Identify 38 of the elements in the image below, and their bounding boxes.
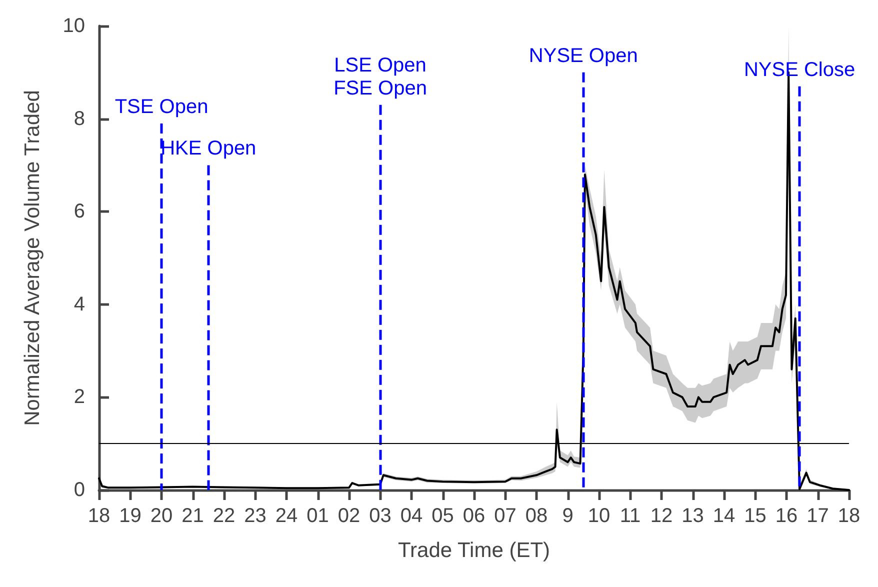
x-tick-label: 13 xyxy=(682,505,704,527)
ref-line-label: HKE Open xyxy=(160,138,256,160)
x-tick-label: 11 xyxy=(620,505,641,527)
x-axis-title: Trade Time (ET) xyxy=(398,539,550,562)
x-tick-label: 06 xyxy=(462,505,486,527)
ref-line-label: TSE Open xyxy=(114,96,208,118)
x-tick-label: 19 xyxy=(119,505,142,527)
x-tick-label: 16 xyxy=(775,505,798,527)
y-tick-label: 8 xyxy=(74,108,85,130)
y-axis-title: Normalized Average Volume Traded xyxy=(21,90,44,426)
x-tick-label: 24 xyxy=(275,505,298,527)
x-tick-label: 07 xyxy=(494,505,516,527)
x-tick-label: 05 xyxy=(432,505,454,527)
x-tick-label: 23 xyxy=(244,505,266,527)
x-tick-label: 14 xyxy=(712,505,736,527)
ref-line-label: NYSE Close xyxy=(744,58,856,81)
ref-line-label: NYSE Open xyxy=(528,44,638,67)
x-tick-label: 03 xyxy=(369,505,392,527)
x-tick-label: 21 xyxy=(182,505,204,527)
y-tick-label: 4 xyxy=(74,293,85,316)
ref-line-label: LSE Open FSE Open xyxy=(334,54,427,100)
x-tick-label: 22 xyxy=(212,505,236,527)
x-tick-label: 15 xyxy=(744,505,766,527)
y-tick-label: 10 xyxy=(62,15,85,37)
x-tick-label: 10 xyxy=(588,505,610,527)
y-tick-label: 2 xyxy=(74,386,85,408)
x-tick-label: 18 xyxy=(838,505,860,527)
y-tick-label: 0 xyxy=(74,479,85,501)
x-tick-label: 20 xyxy=(150,505,173,527)
x-tick-label: 9 xyxy=(562,505,574,527)
x-tick-label: 01 xyxy=(306,505,329,527)
y-tick-label: 6 xyxy=(74,200,85,223)
x-tick-label: 08 xyxy=(525,505,548,527)
x-tick-label: 17 xyxy=(806,505,829,527)
x-tick-label: 02 xyxy=(338,505,360,527)
x-tick-label: 04 xyxy=(400,505,423,527)
x-tick-label: 12 xyxy=(650,505,673,527)
x-tick-label: 18 xyxy=(88,505,110,527)
